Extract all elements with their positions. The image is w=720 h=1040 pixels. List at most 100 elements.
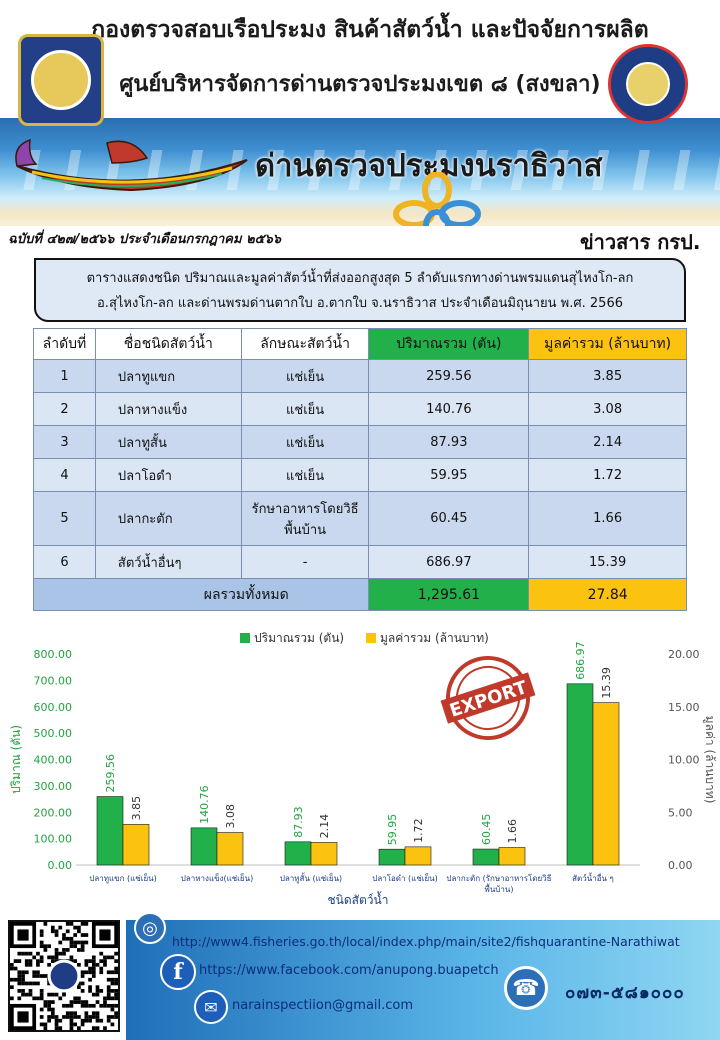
table-row: 5 ปลากะตัก รักษาอาหารโดยวิธี พื้นบ้าน 60… [33, 491, 687, 546]
bar-qty [472, 848, 500, 866]
col-qty-header: ปริมาณรวม (ตัน) [368, 328, 530, 360]
contact-footer [0, 914, 720, 1040]
cell-name: สัตว์น้ำอื่นๆ [94, 545, 242, 579]
department-of-fisheries-logo [18, 34, 104, 126]
category-label: ปลาหางแข็ง(แช่เย็น) [181, 873, 253, 883]
category-label: พื้นบ้าน) [485, 883, 514, 894]
facebook-icon[interactable]: f [160, 954, 196, 990]
header-title-line1: กองตรวจสอบเรือประมง สินค้าสัตว์น้ำ และปั… [91, 17, 649, 43]
y-tick-label: 200.00 [34, 806, 73, 819]
data-label-value: 3.85 [130, 796, 143, 821]
cell-rank: 6 [33, 545, 96, 579]
bar-value [404, 846, 432, 866]
col-type-header: ลักษณะสัตว์น้ำ [240, 328, 370, 360]
y-tick-label: 400.00 [34, 754, 73, 767]
cell-name: ปลาทูสั้น [94, 425, 242, 459]
cell-type: แช่เย็น [240, 359, 370, 393]
table-header-row: ลำดับที่ ชื่อชนิดสัตว์น้ำ ลักษณะสัตว์น้ำ… [33, 328, 687, 360]
data-label-value: 3.08 [224, 804, 237, 829]
data-label-qty: 140.76 [198, 785, 211, 824]
table-caption: ตารางแสดงชนิด ปริมาณและมูลค่าสัตว์น้ำที่… [34, 258, 686, 322]
cell-rank: 4 [33, 458, 96, 492]
y-tick-label: 800.00 [34, 648, 73, 661]
y2-axis-title: มูลค่า (ล้านบาท) [702, 716, 717, 804]
category-label: ปลากะตัก (รักษาอาหารโดยวิธี [446, 873, 551, 883]
cell-name: ปลาโอดำ [94, 458, 242, 492]
issue-number: ฉบับที่ ๔๒๗/๒๕๖๖ ประจำเดือนกรกฎาคม ๒๕๖๖ [8, 232, 281, 247]
cell-qty: 686.97 [368, 545, 530, 579]
legend-swatch-value [366, 633, 376, 643]
total-label: ผลรวมทั้งหมด [32, 578, 370, 611]
caption-line2: อ.สุไหงโก-ลก และด่านพรมด่านตากใบ อ.ตากใบ… [97, 296, 623, 311]
export-bar-chart: 0.00 100.00 200.00 300.00 400.00 500.00 600.00… [9, 631, 717, 907]
cell-value: 15.39 [528, 545, 687, 579]
bar-qty [378, 848, 406, 866]
data-label-value: 1.72 [412, 818, 425, 843]
caption-line1: ตารางแสดงชนิด ปริมาณและมูลค่าสัตว์น้ำที่… [86, 271, 634, 286]
mail-icon[interactable]: ✉ [194, 990, 228, 1024]
phone-icon[interactable]: ☎ [504, 966, 548, 1010]
y-tick-label: 0.00 [48, 859, 73, 872]
cell-name: ปลาทูแขก [94, 359, 242, 393]
y-tick-label: 500.00 [34, 727, 73, 740]
y2-tick-label: 15.00 [668, 701, 700, 714]
data-label-qty: 686.97 [574, 641, 587, 680]
bar-qty [190, 827, 218, 866]
export-stamp-icon: EXPORT [440, 656, 536, 740]
globe-icon[interactable]: ◎ [134, 912, 166, 944]
data-label-qty: 60.45 [480, 814, 493, 846]
bar-value [122, 824, 150, 866]
bar-value [216, 832, 244, 866]
bar-qty [284, 841, 312, 866]
knot-emblem [393, 172, 481, 226]
data-label-qty: 59.95 [386, 814, 399, 846]
header-banner: กองตรวจสอบเรือประมง สินค้าสัตว์น้ำ และปั… [0, 0, 720, 226]
cell-value: 1.66 [528, 491, 687, 546]
cell-rank: 5 [33, 491, 96, 546]
cell-qty: 59.95 [368, 458, 530, 492]
y-tick-label: 600.00 [34, 701, 73, 714]
y2-tick-label: 5.00 [668, 806, 693, 819]
cell-rank: 1 [33, 359, 96, 393]
cell-qty: 60.45 [368, 491, 530, 546]
bar-qty [96, 796, 124, 866]
legend-label-value: มูลค่ารวม (ล้านบาท) [380, 631, 489, 646]
table-row: 2 ปลาหางแข็ง แช่เย็น 140.76 3.08 [33, 392, 687, 426]
bar-value [310, 842, 338, 866]
cell-value: 1.72 [528, 458, 687, 492]
cell-type: แช่เย็น [240, 425, 370, 459]
table-row: 6 สัตว์น้ำอื่นๆ - 686.97 15.39 [33, 545, 687, 579]
cell-value: 3.85 [528, 359, 687, 393]
legend-swatch-qty [240, 633, 250, 643]
data-label-value: 15.39 [600, 667, 613, 699]
category-label: ปลาทูสั้น (แช่เย็น) [280, 872, 342, 884]
qr-code[interactable] [8, 920, 120, 1032]
facebook-link[interactable]: https://www.facebook.com/anupong.buapetc… [199, 963, 499, 978]
category-label: ปลาโอดำ (แช่เย็น) [372, 873, 438, 883]
data-label-value: 2.14 [318, 814, 331, 839]
cell-qty: 259.56 [368, 359, 530, 393]
cell-value: 3.08 [528, 392, 687, 426]
cell-qty: 87.93 [368, 425, 530, 459]
bar-qty [566, 683, 594, 866]
table-total-row: ผลรวมทั้งหมด 1,295.61 27.84 [32, 578, 687, 611]
cell-value: 2.14 [528, 425, 687, 459]
col-rank-header: ลำดับที่ [33, 328, 96, 360]
website-link[interactable]: http://www4.fisheries.go.th/local/index.… [172, 934, 680, 949]
phone-number[interactable]: ๐๗๓-๕๘๑๐๐๐ [565, 983, 685, 1003]
data-label-qty: 259.56 [104, 754, 117, 793]
bar-value [592, 702, 620, 866]
cell-type: รักษาอาหารโดยวิธี พื้นบ้าน [240, 491, 370, 546]
email-link[interactable]: narainspectiion@gmail.com [232, 998, 414, 1013]
table-row: 3 ปลาทูสั้น แช่เย็น 87.93 2.14 [33, 425, 687, 459]
col-value-header: มูลค่ารวม (ล้านบาท) [528, 328, 687, 360]
cell-type: แช่เย็น [240, 392, 370, 426]
legend-label-qty: ปริมาณรวม (ตัน) [254, 631, 344, 645]
fishery-inspection-logo [608, 44, 688, 124]
col-name-header: ชื่อชนิดสัตว์น้ำ [94, 328, 242, 360]
y2-tick-label: 20.00 [668, 648, 700, 661]
y-tick-label: 100.00 [34, 833, 73, 846]
y2-tick-label: 0.00 [668, 859, 693, 872]
header-title-line2: ศูนย์บริหารจัดการด่านตรวจประมงเขต ๘ (สงข… [119, 72, 601, 97]
news-label: ข่าวสาร กรป. [580, 230, 701, 254]
